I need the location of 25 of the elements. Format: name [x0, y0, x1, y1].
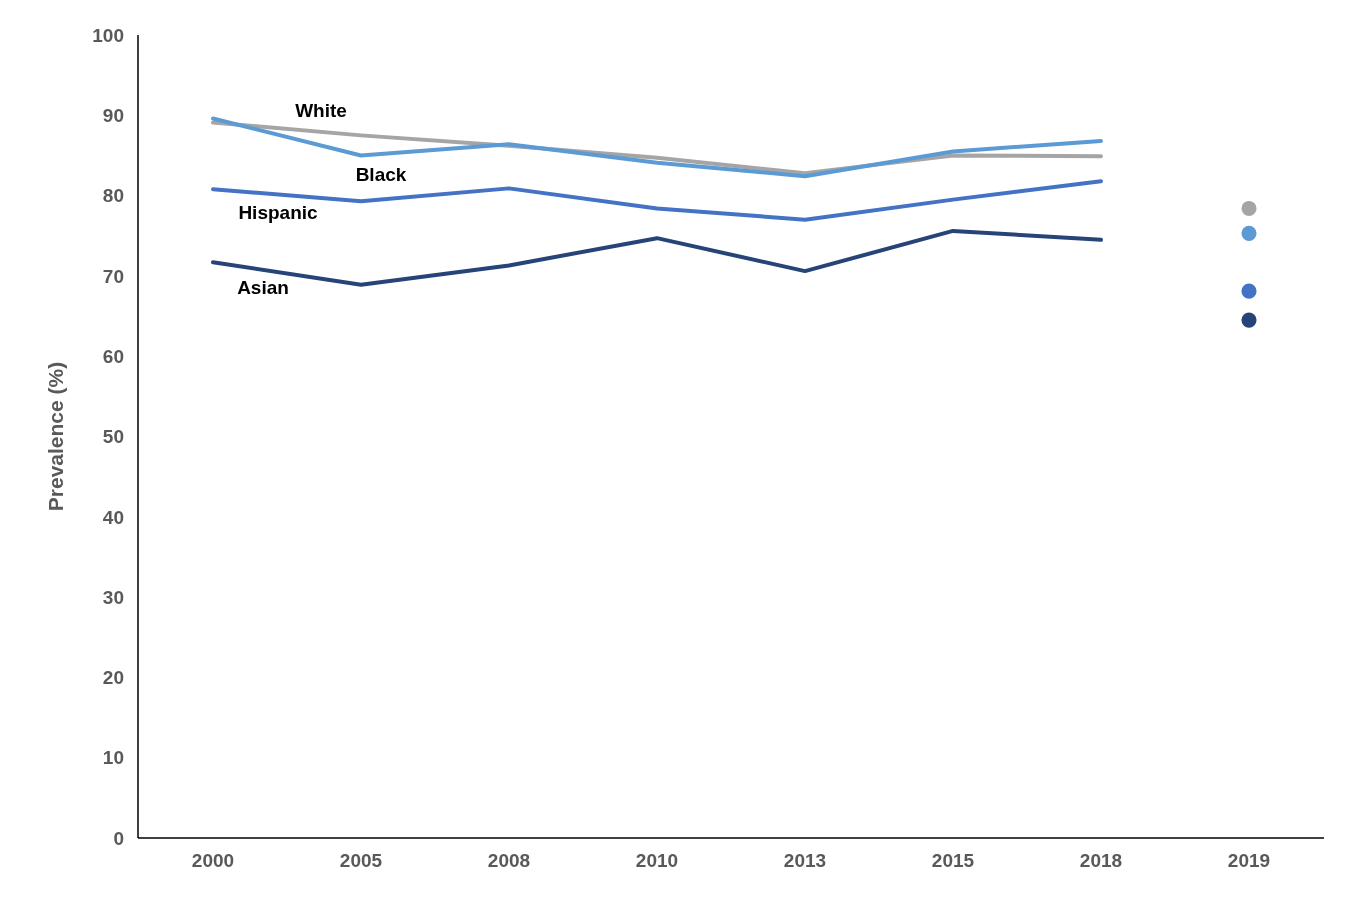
series-label: Asian [237, 277, 289, 299]
x-tick-label: 2013 [783, 850, 827, 872]
series-label: Hispanic [238, 202, 319, 224]
y-tick-label: 30 [102, 586, 124, 608]
y-axis-title: Prevalence (%) [44, 361, 68, 512]
y-tick-label: 10 [102, 747, 124, 769]
x-tick-label: 2008 [487, 850, 531, 872]
y-tick-label: 100 [92, 24, 124, 46]
series-label: Black [355, 164, 407, 186]
y-tick-label: 60 [102, 345, 124, 367]
line-series [211, 179, 1103, 222]
x-tick-label: 2000 [191, 850, 235, 872]
series-label: White [295, 100, 347, 122]
x-tick-label: 2018 [1079, 850, 1123, 872]
y-tick-label: 20 [102, 667, 124, 689]
x-tick-label: 2015 [931, 850, 975, 872]
y-tick-label: 80 [102, 185, 124, 207]
y-tick-label: 70 [102, 265, 124, 287]
y-tick-label: 90 [102, 105, 124, 127]
y-tick-label: 0 [113, 827, 124, 849]
y-tick-label: 50 [102, 426, 124, 448]
y-tick-label: 40 [102, 506, 124, 528]
x-tick-label: 2019 [1227, 850, 1271, 872]
x-tick-label: 2005 [339, 850, 383, 872]
x-tick-label: 2010 [635, 850, 679, 872]
